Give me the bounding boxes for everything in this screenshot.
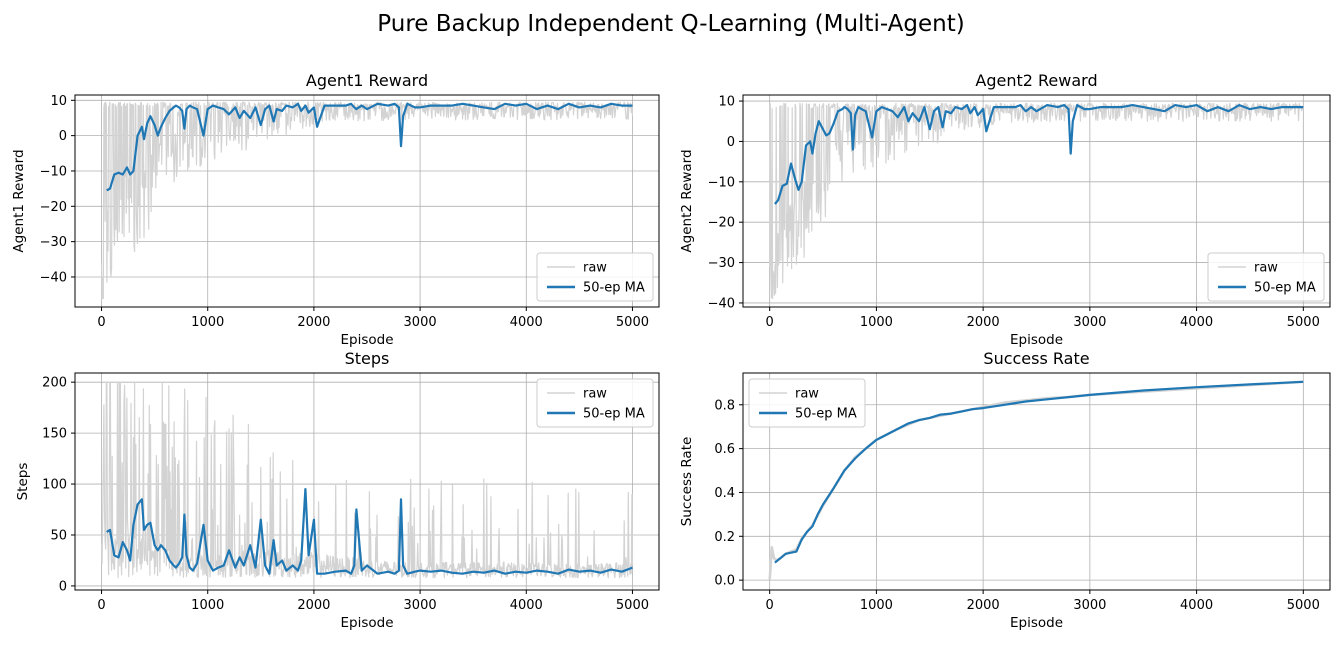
legend-box <box>1207 252 1325 302</box>
series-line-moving-average <box>106 102 633 192</box>
y-tick-label: 0.8 <box>714 398 735 413</box>
series-line-moving-average <box>106 488 633 575</box>
x-tick-label: 1000 <box>860 315 893 330</box>
series-line-raw <box>100 101 634 300</box>
y-tick-label: −40 <box>708 296 735 311</box>
series-line-moving-average <box>774 104 1304 205</box>
subplot-title: Success Rate <box>983 349 1089 368</box>
y-tick-label: 0.4 <box>714 486 735 501</box>
subplot-1: 0 1000 2000 3000 4000 5000 −40 −30 −20 −10 0 10 Agen… <box>11 71 660 348</box>
x-tick-label: 5000 <box>616 315 649 330</box>
legend-label: 50-ep MA <box>583 281 645 296</box>
y-tick-label: −30 <box>708 256 735 271</box>
subplot-title: Agent1 Reward <box>306 71 428 90</box>
y-tick-label: 0.2 <box>714 530 735 545</box>
subplot-3: 0 1000 2000 3000 4000 5000 0 50 100 150 200 Steps Ep… <box>15 349 660 631</box>
y-tick-label: 150 <box>42 427 67 442</box>
x-tick-label: 3000 <box>1073 315 1106 330</box>
plot-area <box>769 102 1304 300</box>
x-axis-label: Episode <box>1010 332 1063 348</box>
legend-label: raw <box>583 387 607 402</box>
x-tick-label: 2000 <box>967 598 1000 613</box>
x-tick-label: 4000 <box>1180 315 1213 330</box>
y-tick-label: 0 <box>727 135 735 150</box>
x-tick-label: 0 <box>97 598 105 613</box>
x-tick-label: 4000 <box>510 315 543 330</box>
legend: raw 50-ep MA <box>748 378 866 428</box>
x-tick-label: 4000 <box>510 598 543 613</box>
subplots: 0 1000 2000 3000 4000 5000−40−30−20−10010Agen… <box>11 71 1331 631</box>
y-tick-label: 100 <box>42 478 67 493</box>
x-tick-label: 0 <box>766 315 774 330</box>
y-axis-label: Success Rate <box>679 437 695 527</box>
series-line-moving-average <box>774 380 1304 564</box>
legend-box <box>536 252 654 302</box>
legend-label: 50-ep MA <box>795 407 857 422</box>
y-tick-label: 0.6 <box>714 442 735 457</box>
axes-frame <box>74 372 660 591</box>
y-axis-label: Agent2 Reward <box>679 149 695 252</box>
y-tick-label: 10 <box>50 94 67 109</box>
x-tick-label: 2000 <box>297 315 330 330</box>
x-tick-label: 1000 <box>191 598 224 613</box>
x-tick-label: 4000 <box>1180 598 1213 613</box>
plot-area <box>100 381 634 579</box>
legend-label: 50-ep MA <box>1254 281 1316 296</box>
y-tick-label: 0 <box>59 129 67 144</box>
y-tick-label: −40 <box>40 270 67 285</box>
x-tick-label: 3000 <box>1073 598 1106 613</box>
figure-suptitle: Pure Backup Independent Q-Learning (Mult… <box>377 11 964 37</box>
legend-box <box>748 378 866 428</box>
x-axis-label: Episode <box>340 615 393 631</box>
legend-label: 50-ep MA <box>583 407 645 422</box>
series-line-raw <box>769 102 1304 300</box>
x-tick-label: 3000 <box>404 315 437 330</box>
plot-area <box>100 101 634 300</box>
y-tick-label: −20 <box>708 216 735 231</box>
x-tick-label: 5000 <box>616 598 649 613</box>
y-tick-label: 0 <box>59 579 67 594</box>
legend-label: raw <box>1254 261 1278 276</box>
x-tick-label: 5000 <box>1287 315 1320 330</box>
axes-frame <box>742 94 1331 308</box>
series-line-raw <box>100 381 634 579</box>
y-axis-label: Steps <box>15 463 31 501</box>
y-tick-label: −10 <box>40 164 67 179</box>
legend: raw 50-ep MA <box>1207 252 1325 302</box>
axes-frame <box>74 94 660 308</box>
x-tick-label: 0 <box>766 598 774 613</box>
x-tick-label: 3000 <box>404 598 437 613</box>
legend: raw 50-ep MA <box>536 252 654 302</box>
y-tick-label: −30 <box>40 235 67 250</box>
y-tick-label: −10 <box>708 175 735 190</box>
y-tick-label: 0.0 <box>714 574 735 589</box>
x-axis-label: Episode <box>1010 615 1063 631</box>
y-axis-label: Agent1 Reward <box>11 149 27 252</box>
y-tick-label: 50 <box>50 528 67 543</box>
x-tick-label: 2000 <box>297 598 330 613</box>
legend-label: raw <box>583 261 607 276</box>
legend: raw 50-ep MA <box>536 378 654 428</box>
plot-area <box>768 380 1304 581</box>
subplot-2: 0 1000 2000 3000 4000 5000 −40 −30 −20 −10 0 10 Agen… <box>679 71 1331 348</box>
y-tick-label: 10 <box>718 95 735 110</box>
x-tick-label: 0 <box>97 315 105 330</box>
subplot-title: Steps <box>345 349 390 368</box>
y-tick-label: −20 <box>40 200 67 215</box>
x-tick-label: 2000 <box>967 315 1000 330</box>
x-tick-label: 1000 <box>860 598 893 613</box>
legend-label: raw <box>795 387 819 402</box>
legend-box <box>536 378 654 428</box>
subplot-4: 0 1000 2000 3000 4000 5000 0.0 0.2 0.4 0.6 0.8 Succ… <box>679 349 1331 631</box>
y-tick-label: 200 <box>42 376 67 391</box>
x-tick-label: 5000 <box>1287 598 1320 613</box>
x-tick-label: 1000 <box>191 315 224 330</box>
axes-frame <box>742 372 1331 591</box>
subplot-title: Agent2 Reward <box>975 71 1097 90</box>
x-axis-label: Episode <box>340 332 393 348</box>
